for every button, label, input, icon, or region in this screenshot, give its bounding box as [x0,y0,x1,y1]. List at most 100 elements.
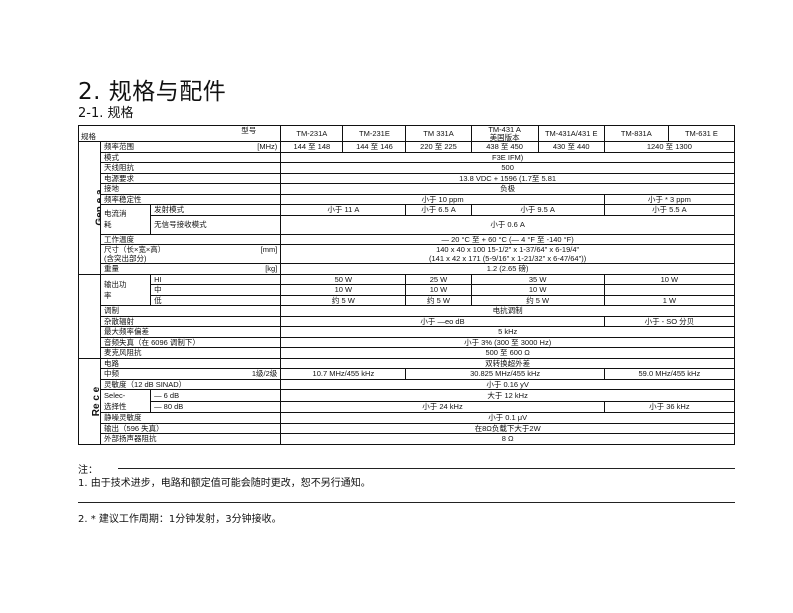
row-label-text: 频率范围 [104,142,135,152]
row-label: 重量 [kg] [100,263,282,275]
row-label: 天线阻抗 [100,162,282,174]
value-cell: 约 5 W [280,294,407,306]
row-label: 尺寸（长×宽×高） (含突出部分) [mm] [100,244,282,264]
table-row: 调制 电抗调制 [79,305,735,317]
value-cell: 小于 0.1 μV [280,412,735,424]
value-cell [603,284,736,296]
value-cell: 小于 * 3 ppm [603,193,736,205]
section-label: Re c e [91,386,101,416]
value-cell: 1.2 (2.65 磅) [280,263,735,275]
table-row: 频率稳定性 小于 10 ppm 小于 * 3 ppm [79,193,736,205]
table-row: 输出（596 失真） 在8Ω负载下大于2W [79,422,735,434]
table-row: 音频失真（在 6096 调制下） 小于 3% (300 至 3000 Hz) [79,336,735,348]
row-label-text: 静噪灵敏度 [104,413,142,423]
row-label: 电源要求 [100,172,282,184]
value-cell: 1240 至 1300 [603,141,736,153]
value-cell: 30.825 MHz/455 kHz [405,368,605,380]
section-label-cell: Transmi功率 [77,273,102,359]
value-cell: 10 W [405,284,472,296]
sub-label: 发射模式 [150,204,282,216]
table-row: 尺寸（长×宽×高） (含突出部分) [mm] 140 x 40 x 100 15-1… [79,244,735,264]
row-unit: [MHz) [257,142,278,151]
row-label: 麦克风阻抗 [100,347,282,359]
section-label-cell: Gen e a [77,141,102,275]
row-label-text: 调制 [104,306,120,316]
row-label: 接地 [100,183,282,195]
value-cell: 1 W [603,294,736,306]
divider [118,468,735,469]
table-row: 静噪灵敏度 小于 0.1 μV [79,412,735,424]
value-cell: 负极 [280,183,735,195]
row-label-text: 重量 [104,264,120,274]
table-row: Re c e 电路 双转换超外差 [77,357,735,445]
value-cell: 小于 10 ppm [280,193,605,205]
model-header: TM 331A [405,125,472,142]
value-cell: 220 至 225 [405,141,472,153]
spec-table: 型号 规格 TM-231A TM-231E TM 331A TM-431 A 美国版本 TM… [77,125,736,445]
value-cell: 小于 5.5 A [603,204,736,216]
table-row: 外部扬声器阻抗 8 Ω [79,433,735,445]
value-cell: 小于 0.6 A [280,214,735,235]
row-unit: [mm] [260,245,278,255]
model-header: TM-431A/431 E [537,125,605,142]
model-header: TM-231A [280,125,344,142]
note-1: 1. 由于技术进步，电路和额定值可能会随时更改，恕不另行通知。 [78,478,371,489]
value-cell: 144 至 148 [280,141,344,153]
sub-label: 无信号接收模式 [150,214,282,235]
value-cell: 双转换超外差 [280,357,735,369]
value-cell: 大于 12 kHz [280,389,735,402]
row-label: 调制 [100,305,282,317]
value-cell: 小于 6.5 A [405,204,472,216]
row-label-text: 灵敏度（12 dB SINAD） [104,379,187,389]
sub-label: — 80 dB [150,400,282,413]
row-label: 频率稳定性 [100,193,282,205]
value-cell: — 20 °C 至 + 60 °C (— 4 °F 至 -140 °F) [280,233,735,245]
model-label: 型号 [241,126,257,136]
table-row: 中 10 W 10 W 10 W [79,284,736,296]
model-header: TM-631 E [667,125,736,142]
group-label: 电流消 耗 [100,204,152,235]
value-cell: 59.0 MHz/455 kHz [603,368,736,380]
table-header-row: 型号 规格 TM-231A TM-231E TM 331A TM-431 A 美国版本 TM… [77,125,736,142]
value-cell: 在8Ω负载下大于2W [280,422,735,434]
row-label-text: 电路 [104,358,120,368]
notes-heading: 注： [78,465,98,476]
row-label: 工作温度 [100,233,282,245]
row-label-text: 接地 [104,184,120,194]
value-cell: 小于 0.16 yV [280,378,735,390]
value-cell: 500 [280,162,735,174]
row-label-text: 外部扬声器阻抗 [104,434,157,444]
group-label: 输出功 率 [100,273,152,306]
row-unit: [kg] [265,264,278,273]
sub-label: HI [150,273,282,285]
value-cell: 35 W [470,273,605,285]
row-label-text: 尺寸（长×宽×高） (含突出部分) [104,245,166,263]
table-row: 无信号接收模式 小于 0.6 A [79,214,735,235]
divider [78,502,735,503]
model-header: TM-231E [342,125,407,142]
value-cell: 5 kHz [280,326,735,338]
page-title: 2. 规格与配件 [78,79,227,105]
row-label: 频率范围 [MHz) [100,141,282,153]
sub-label: — 6 dB [150,389,282,402]
value-cell: 13.8 VDC + 1596 (1.7至 5.81 [280,172,735,184]
row-unit: 1级/2级 [251,369,278,378]
section-label-cell: Re c e [77,357,102,445]
table-row: 天线阻抗 500 [79,162,735,174]
row-label-text: 音频失真（在 6096 调制下） [104,337,200,347]
table-row: — 80 dB 小于 24 kHz 小于 36 kHz [79,400,736,413]
value-cell: 电抗调制 [280,305,735,317]
value-cell: 25 W [405,273,472,285]
table-row: 电源要求 13.8 VDC + 1596 (1.7至 5.81 [79,172,735,184]
value-cell: 10 W [470,284,605,296]
value-cell: 10 W [603,273,736,285]
note-2: 2. * 建议工作周期：1分钟发射，3分钟接收。 [78,514,282,525]
row-label: 电路 [100,357,282,369]
value-cell: 小于 9.5 A [470,204,605,216]
table-row: 中频 1级/2级 10.7 MHz/455 kHz 30.825 MHz/455 kH… [79,368,736,380]
model-header: TM-831A [603,125,669,142]
row-label: 音频失真（在 6096 调制下） [100,336,282,348]
table-row: 电流消 耗发射模式 小于 11 A 小于 6.5 A 小于 9.5 A 小于 5.5 A [79,204,736,235]
